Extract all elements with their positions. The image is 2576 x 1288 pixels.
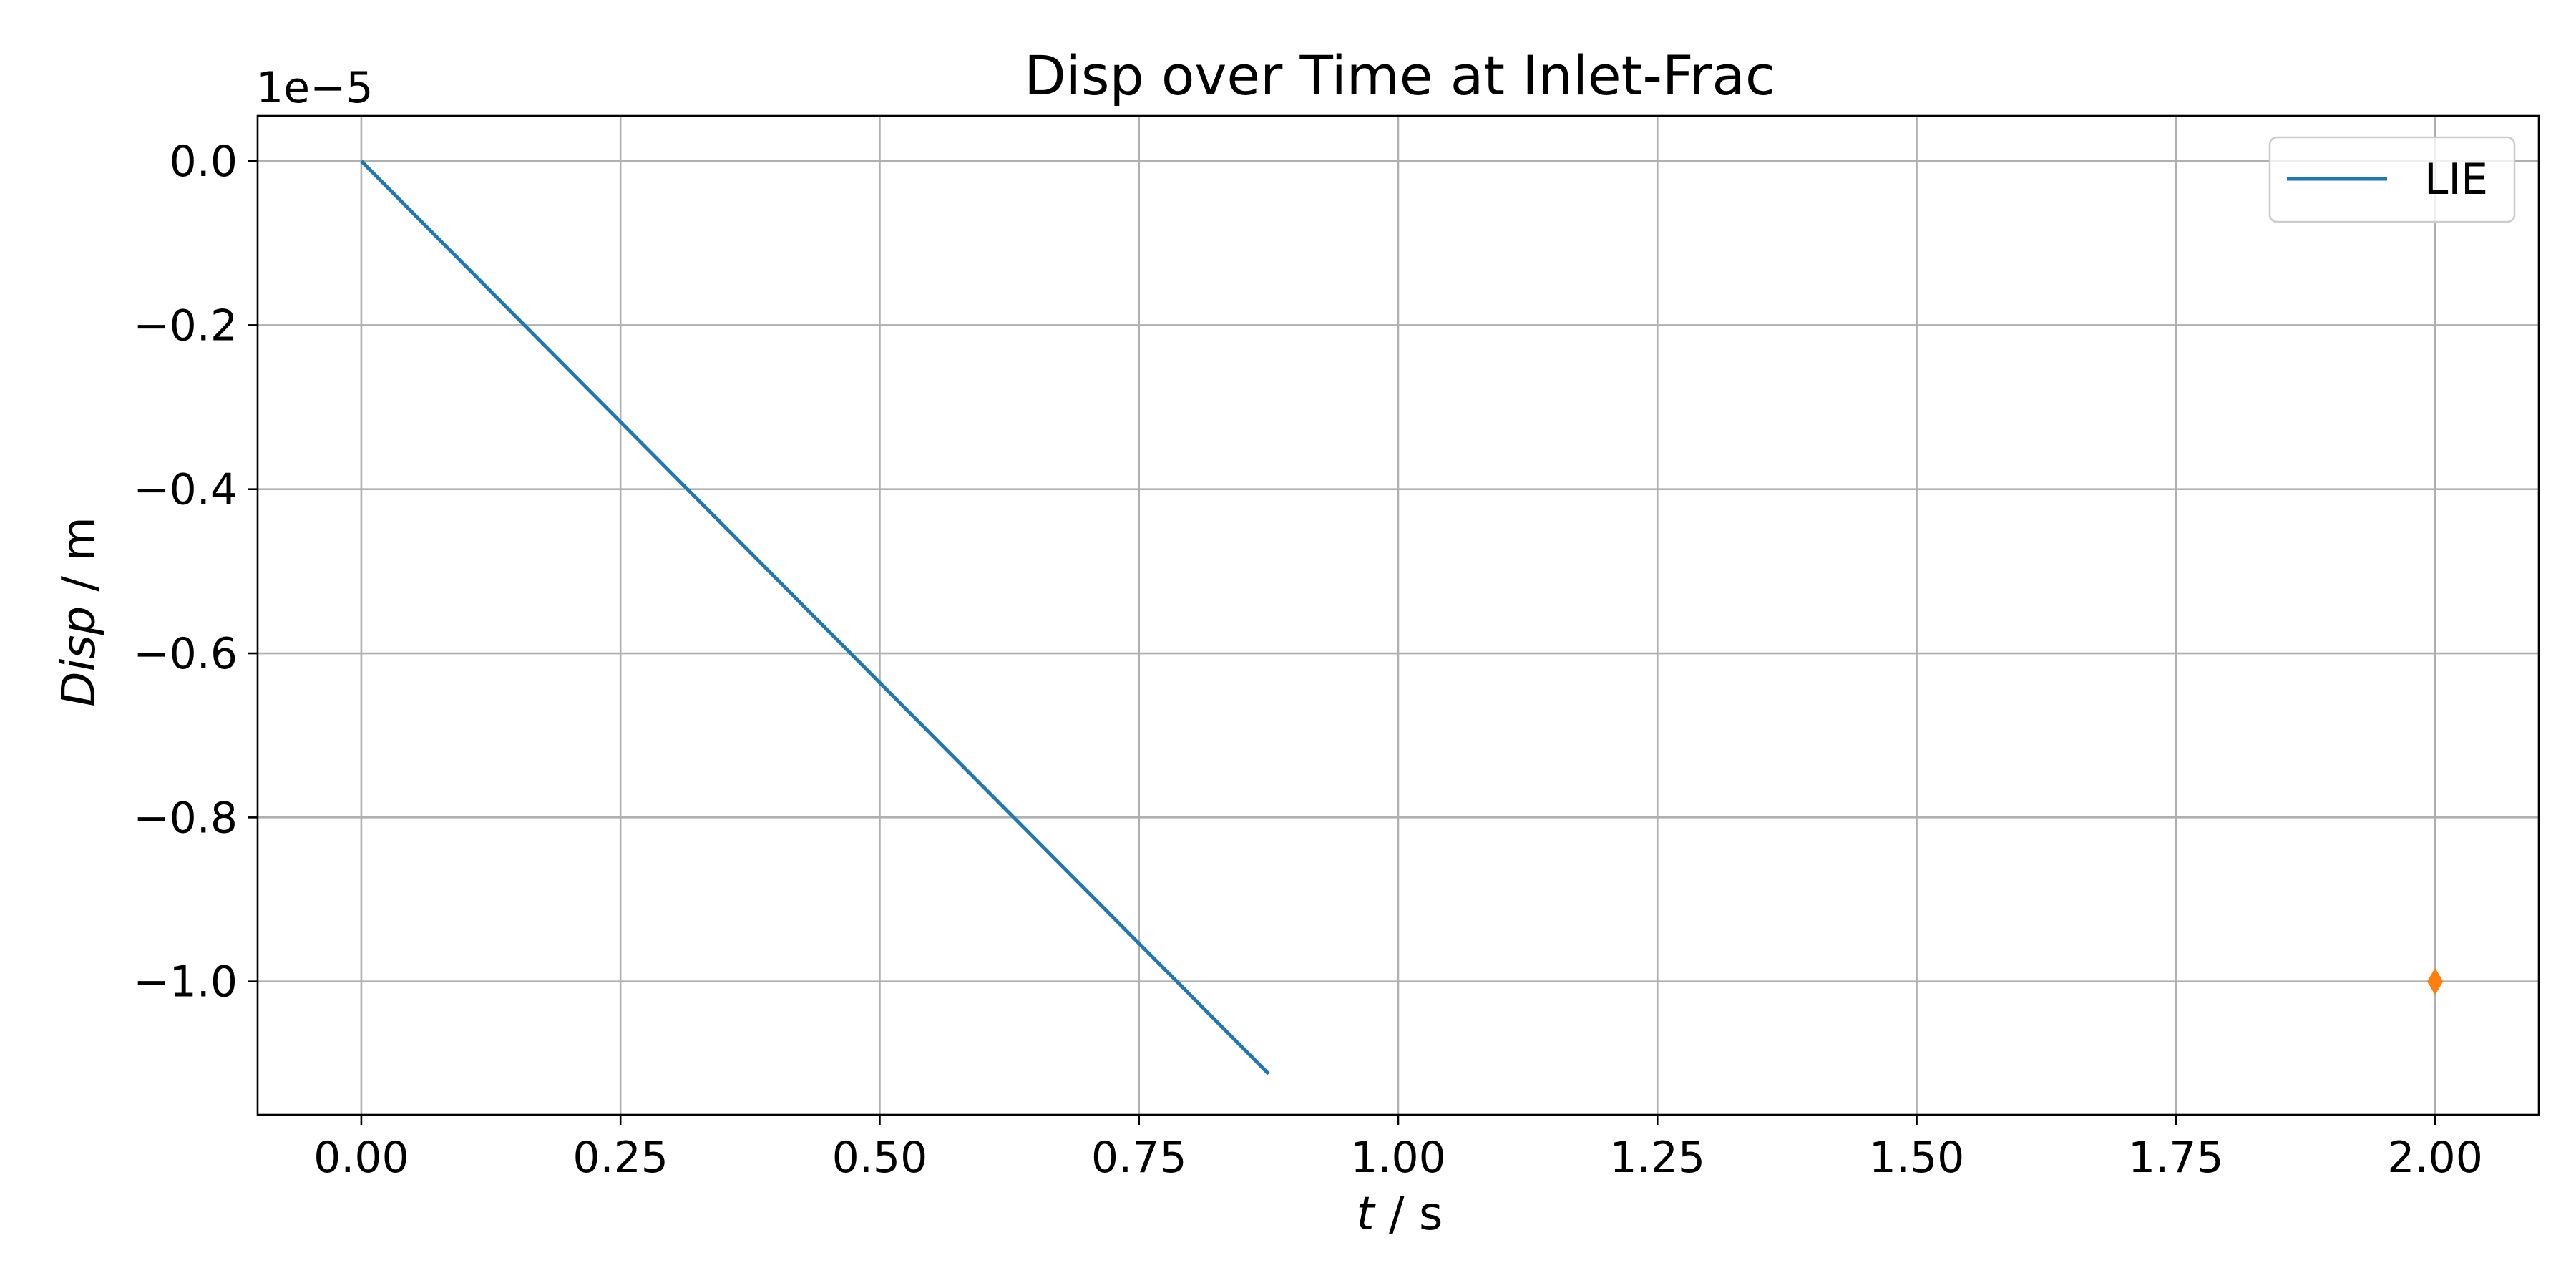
x-axis-variable: t	[1357, 1188, 1377, 1241]
y-tick-label: −0.2	[133, 301, 238, 351]
x-tick-label: 2.00	[2387, 1133, 2483, 1183]
marker-point	[2426, 967, 2444, 995]
series-line-lie	[360, 160, 1270, 1075]
chart-title: Disp over Time at Inlet-Frac	[1024, 44, 1775, 107]
x-tick-label: 1.00	[1350, 1133, 1446, 1183]
axis-ticks: 0.00 0.25 0.50 0.75 1.00 1.25 1.50 1.75 2.00 0.0 −…	[133, 137, 2483, 1183]
x-tick-label: 1.75	[2128, 1133, 2224, 1183]
y-axis-title: Disp / m	[53, 517, 106, 707]
x-tick-label: 0.75	[1091, 1133, 1187, 1183]
x-tick-label: 0.25	[572, 1133, 668, 1183]
y-axis-variable: Disp	[53, 606, 106, 707]
y-offset-label: 1e−5	[256, 63, 374, 113]
x-tick-label: 0.00	[313, 1133, 409, 1183]
legend-label-lie: LIE	[2424, 155, 2488, 205]
legend-box	[2268, 136, 2516, 223]
y-tick-label: −0.8	[133, 793, 238, 843]
x-axis-title: t / s	[1357, 1188, 1443, 1241]
x-tick-label: 0.50	[832, 1133, 928, 1183]
y-tick-label: −1.0	[133, 957, 238, 1008]
x-tick-label: 1.50	[1869, 1133, 1965, 1183]
y-tick-label: 0.0	[170, 137, 238, 187]
x-axis-unit: / s	[1375, 1188, 1443, 1241]
y-tick-label: −0.4	[133, 465, 238, 515]
legend: LIE	[2268, 136, 2516, 223]
plot-series	[360, 160, 2444, 1075]
y-axis-unit: / m	[53, 517, 106, 606]
grid	[258, 116, 2539, 1115]
y-tick-label: −0.6	[133, 629, 238, 679]
x-tick-label: 1.25	[1609, 1133, 1705, 1183]
